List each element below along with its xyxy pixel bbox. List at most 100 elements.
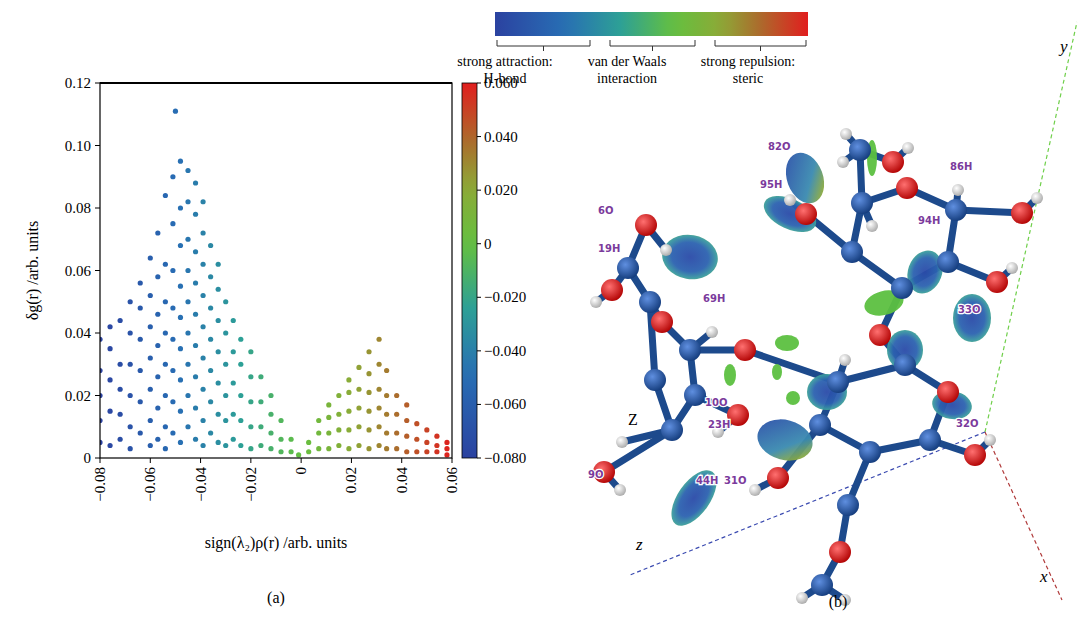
isosurface — [786, 391, 800, 405]
point — [376, 405, 381, 410]
point — [394, 430, 399, 435]
point — [248, 424, 253, 429]
point — [356, 424, 361, 429]
point — [326, 402, 331, 407]
atom-label: 32O — [956, 418, 978, 429]
y-tick-label: 0.04 — [65, 325, 92, 341]
legend-text: strong attraction: — [457, 54, 552, 69]
carbon-atom — [859, 441, 881, 463]
legend-bar — [495, 12, 808, 36]
atom-label: 31O — [724, 475, 746, 486]
hydrogen-atom — [984, 434, 996, 446]
bond — [604, 430, 672, 472]
oxygen-atom — [1011, 202, 1033, 224]
point — [278, 449, 283, 454]
panel-a: 00.020.040.060.080.100.12−0.08−0.06−0.04… — [24, 75, 526, 552]
point — [366, 349, 371, 354]
point — [366, 390, 371, 395]
point — [434, 443, 439, 448]
point — [185, 362, 190, 367]
point — [424, 440, 429, 445]
point — [118, 412, 123, 417]
point — [128, 446, 133, 451]
x-tick — [301, 458, 302, 463]
point — [414, 437, 419, 442]
marker-label: Z — [628, 411, 638, 428]
y-tick — [95, 333, 100, 334]
point — [231, 380, 236, 385]
atom-label: 69H — [703, 293, 725, 304]
point — [128, 424, 133, 429]
point — [185, 199, 190, 204]
point — [346, 390, 351, 395]
x-tick-label: −0.06 — [142, 467, 158, 502]
point — [128, 393, 133, 398]
point — [178, 159, 183, 164]
point — [216, 440, 221, 445]
point — [118, 437, 123, 442]
legend-text: interaction — [597, 71, 657, 86]
point — [148, 255, 153, 260]
legend-bracket — [610, 40, 695, 51]
x-tick — [100, 458, 101, 463]
colorbar-tick — [477, 404, 481, 405]
point — [178, 243, 183, 248]
point — [148, 418, 153, 423]
x-tick — [150, 458, 151, 463]
point — [163, 299, 168, 304]
point — [107, 346, 112, 351]
point — [336, 412, 341, 417]
point — [216, 412, 221, 417]
point — [178, 315, 183, 320]
point — [178, 409, 183, 414]
colorbar-tick — [477, 83, 481, 84]
point — [200, 418, 205, 423]
point — [170, 268, 175, 273]
point — [193, 437, 198, 442]
point — [170, 221, 175, 226]
point — [326, 430, 331, 435]
point — [306, 440, 311, 445]
point — [193, 343, 198, 348]
atom-label: 33O — [958, 304, 980, 315]
y-tick-label: 0 — [84, 450, 92, 466]
colorbar-tick — [477, 243, 481, 244]
point — [366, 427, 371, 432]
atom-label: 10O — [705, 397, 727, 408]
point — [356, 405, 361, 410]
point — [208, 337, 213, 342]
oxygen-atom — [964, 444, 986, 466]
point — [248, 374, 253, 379]
colorbar-tick-label: −0.040 — [484, 343, 526, 359]
point — [216, 318, 221, 323]
point — [231, 437, 236, 442]
point — [118, 387, 123, 392]
oxygen-atom — [937, 381, 959, 403]
point — [208, 274, 213, 279]
isosurface — [779, 147, 831, 208]
x-tick-label: 0.04 — [394, 467, 410, 494]
point — [138, 368, 143, 373]
y-tick-label: 0.12 — [65, 75, 91, 91]
point — [118, 318, 123, 323]
y-tick-label: 0.10 — [65, 138, 91, 154]
point — [163, 330, 168, 335]
point — [155, 343, 160, 348]
point — [326, 446, 331, 451]
point — [155, 274, 160, 279]
point — [288, 449, 293, 454]
point — [138, 305, 143, 310]
oxygen-atom — [896, 177, 918, 199]
axis-label: y — [1058, 37, 1068, 56]
point — [238, 443, 243, 448]
point — [178, 346, 183, 351]
point — [394, 446, 399, 451]
point — [356, 387, 361, 392]
hydrogen-atom — [590, 296, 602, 308]
point — [216, 287, 221, 292]
atom-label: 19H — [598, 243, 620, 254]
plot-frame — [100, 83, 452, 458]
point — [238, 418, 243, 423]
point — [193, 374, 198, 379]
colorbar-tick-label: 0 — [484, 236, 492, 252]
